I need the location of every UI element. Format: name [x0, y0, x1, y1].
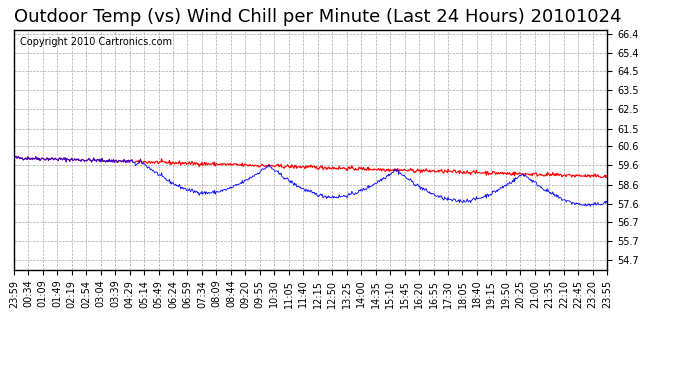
Text: Outdoor Temp (vs) Wind Chill per Minute (Last 24 Hours) 20101024: Outdoor Temp (vs) Wind Chill per Minute … — [14, 8, 621, 26]
Text: Copyright 2010 Cartronics.com: Copyright 2010 Cartronics.com — [20, 37, 172, 47]
